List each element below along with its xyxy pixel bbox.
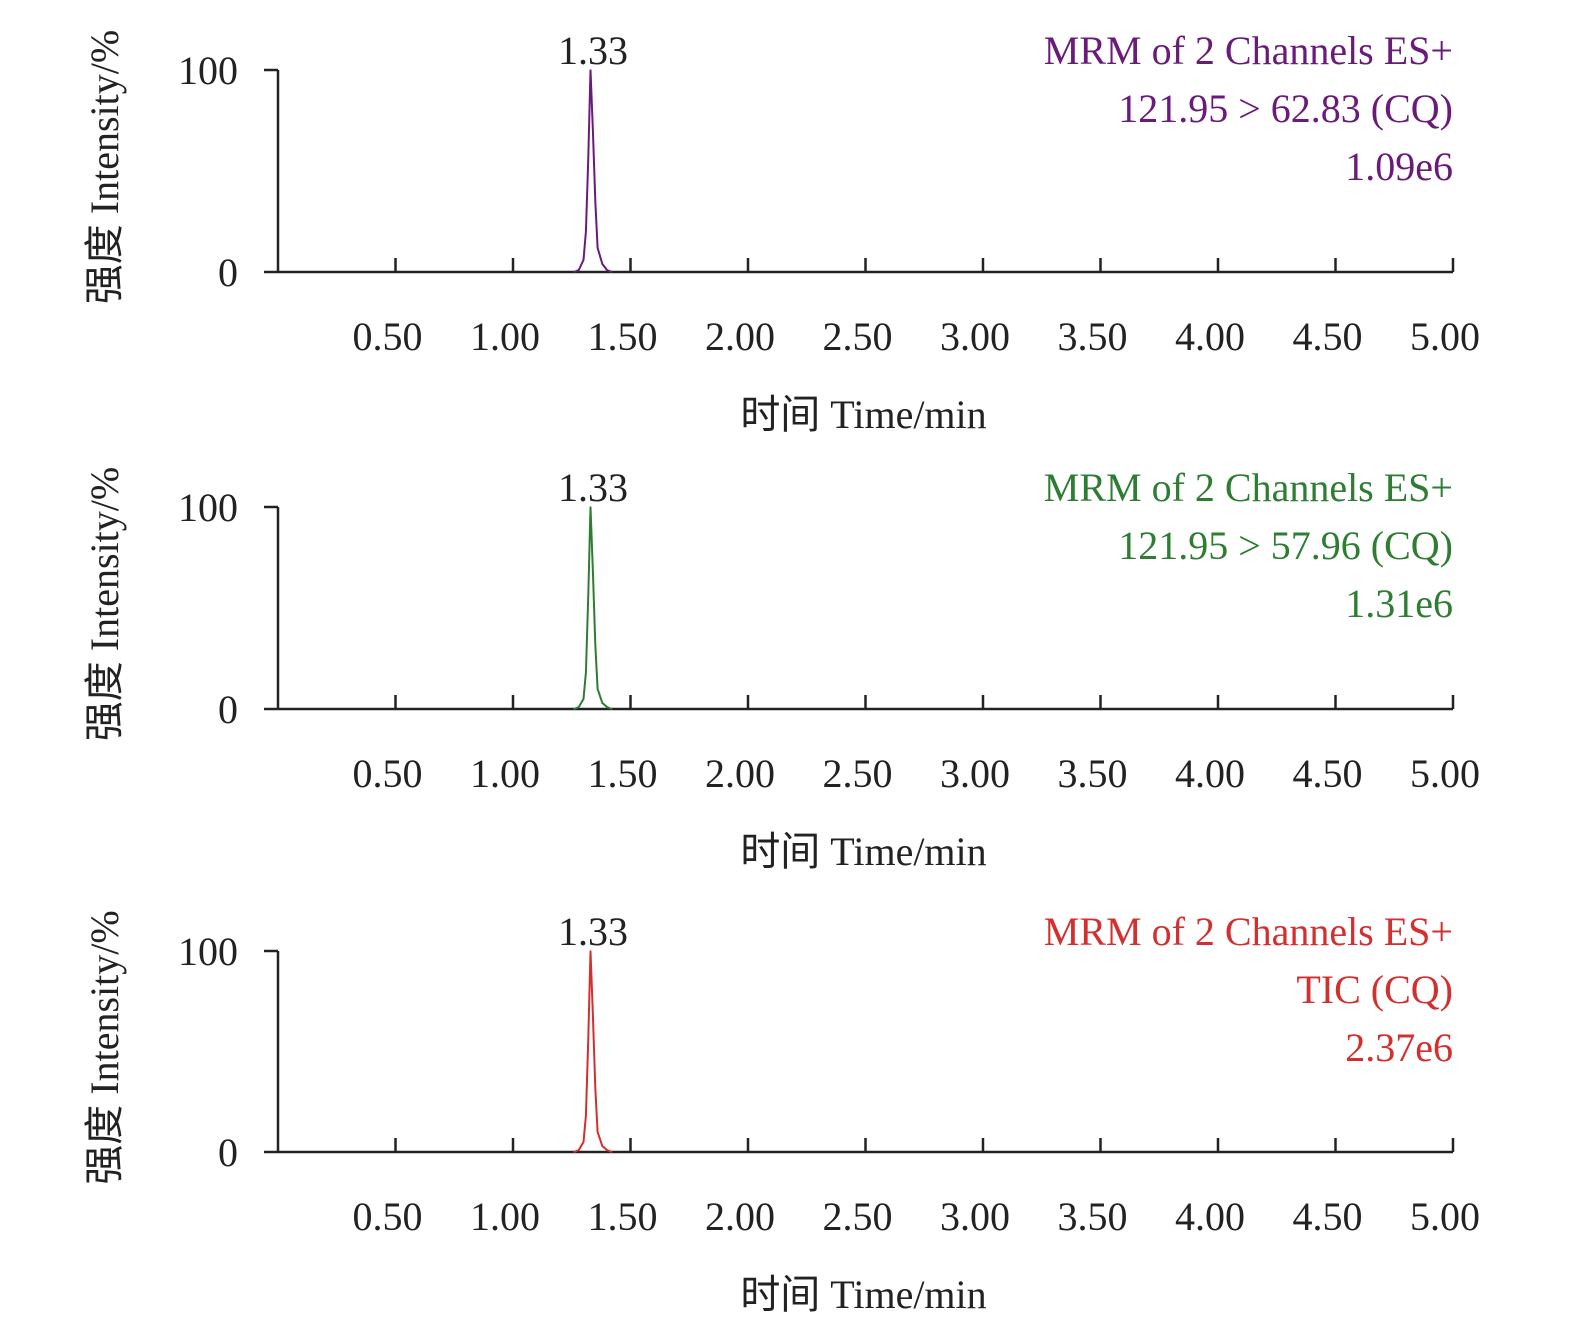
series-line (573, 506, 613, 710)
y-tick-label: 0 (218, 1130, 238, 1175)
annotation-line: MRM of 2 Channels ES+ (1044, 909, 1453, 954)
data-point (592, 570, 594, 573)
x-tick-label: 2.50 (823, 751, 893, 796)
data-point (596, 688, 599, 690)
x-tick-label: 1.00 (470, 314, 540, 359)
y-axis-title: 强度 Intensity/% (82, 30, 127, 304)
data-point (587, 1040, 589, 1043)
series-line (573, 950, 613, 1153)
x-tick-label: 1.00 (470, 751, 540, 796)
data-point (585, 671, 587, 674)
chart-panel-2: 0 100 0.50 1.00 1.50 2.00 2.50 3.00 3.50 4.00 4.50… (82, 465, 1480, 874)
data-point (573, 271, 575, 273)
x-tick-label: 2.50 (823, 1194, 893, 1239)
x-tick-label: 5.00 (1410, 751, 1480, 796)
data-point (594, 200, 597, 203)
y-tick-label: 0 (218, 687, 238, 732)
y-tick-label: 100 (178, 48, 238, 93)
x-axis-title: 时间 Time/min (740, 1272, 986, 1317)
data-point (578, 269, 580, 271)
data-point (578, 706, 580, 708)
chart-panel-1: 0 100 0.50 1.00 1.50 2.00 2.50 3.00 3.50 4.00 4.50… (82, 28, 1480, 437)
data-point (606, 1149, 608, 1151)
y-tick-label: 100 (178, 929, 238, 974)
x-tick-label: 2.00 (705, 751, 775, 796)
x-tick-label: 4.50 (1293, 1194, 1363, 1239)
data-point (589, 69, 592, 71)
chart-panel-3: 0 100 0.50 1.00 1.50 2.00 2.50 3.00 3.50 4.00 4.50… (82, 909, 1480, 1317)
data-point (610, 708, 613, 710)
x-tick-label: 4.50 (1293, 751, 1363, 796)
x-tick-label: 2.00 (705, 1194, 775, 1239)
peak-label: 1.33 (558, 909, 628, 954)
x-tick-label: 4.50 (1293, 314, 1363, 359)
annotation-line: MRM of 2 Channels ES+ (1044, 28, 1453, 73)
data-point (585, 230, 587, 233)
annotation-line: 1.31e6 (1345, 581, 1453, 626)
data-point (589, 506, 592, 508)
x-tick-label: 1.00 (470, 1194, 540, 1239)
data-point (596, 1131, 599, 1133)
x-tick-label: 2.50 (823, 314, 893, 359)
data-point (585, 1115, 587, 1117)
data-point (582, 698, 585, 700)
data-point (589, 950, 592, 952)
x-tick-label: 5.00 (1410, 314, 1480, 359)
peak-label: 1.33 (558, 465, 628, 510)
annotation-line: 1.09e6 (1345, 144, 1453, 189)
x-tick-label: 4.00 (1175, 314, 1245, 359)
x-tick-label: 1.50 (588, 314, 658, 359)
data-point (573, 708, 575, 710)
annotation-line: TIC (CQ) (1296, 967, 1453, 1012)
data-point (601, 263, 604, 265)
data-point (606, 269, 608, 271)
x-tick-label: 3.00 (940, 314, 1010, 359)
data-point (582, 259, 585, 261)
data-point (594, 1086, 597, 1089)
x-tick-label: 3.50 (1058, 314, 1128, 359)
data-point (592, 1014, 594, 1017)
data-point (592, 129, 594, 132)
series-line (573, 69, 613, 273)
x-tick-label: 3.00 (940, 1194, 1010, 1239)
data-point (573, 1151, 575, 1153)
x-tick-label: 4.00 (1175, 751, 1245, 796)
x-tick-label: 0.50 (353, 314, 423, 359)
x-axis-title: 时间 Time/min (740, 392, 986, 437)
data-point (582, 1141, 585, 1143)
x-tick-label: 4.00 (1175, 1194, 1245, 1239)
peak-label: 1.33 (558, 28, 628, 73)
y-tick-label: 0 (218, 250, 238, 295)
x-tick-label: 1.50 (588, 1194, 658, 1239)
x-tick-label: 5.00 (1410, 1194, 1480, 1239)
x-tick-label: 0.50 (353, 751, 423, 796)
data-point (578, 1149, 580, 1151)
data-point (587, 597, 589, 599)
y-tick-label: 100 (178, 485, 238, 530)
x-tick-label: 3.00 (940, 751, 1010, 796)
data-point (610, 271, 613, 273)
data-point (601, 1145, 604, 1147)
annotation-line: 2.37e6 (1345, 1025, 1453, 1070)
x-tick-label: 2.00 (705, 314, 775, 359)
x-tick-label: 0.50 (353, 1194, 423, 1239)
data-point (606, 706, 608, 708)
x-tick-label: 1.50 (588, 751, 658, 796)
data-point (601, 702, 604, 704)
annotation-line: 121.95 > 57.96 (CQ) (1118, 523, 1453, 568)
annotation-line: 121.95 > 62.83 (CQ) (1118, 86, 1453, 131)
x-tick-label: 3.50 (1058, 1194, 1128, 1239)
annotation-line: MRM of 2 Channels ES+ (1044, 465, 1453, 510)
x-tick-label: 3.50 (1058, 751, 1128, 796)
data-point (594, 643, 597, 646)
data-point (610, 1151, 613, 1153)
data-point (596, 246, 599, 249)
y-axis-title: 强度 Intensity/% (82, 910, 127, 1184)
x-axis-title: 时间 Time/min (740, 829, 986, 874)
y-axis-title: 强度 Intensity/% (82, 467, 127, 741)
data-point (587, 160, 589, 162)
